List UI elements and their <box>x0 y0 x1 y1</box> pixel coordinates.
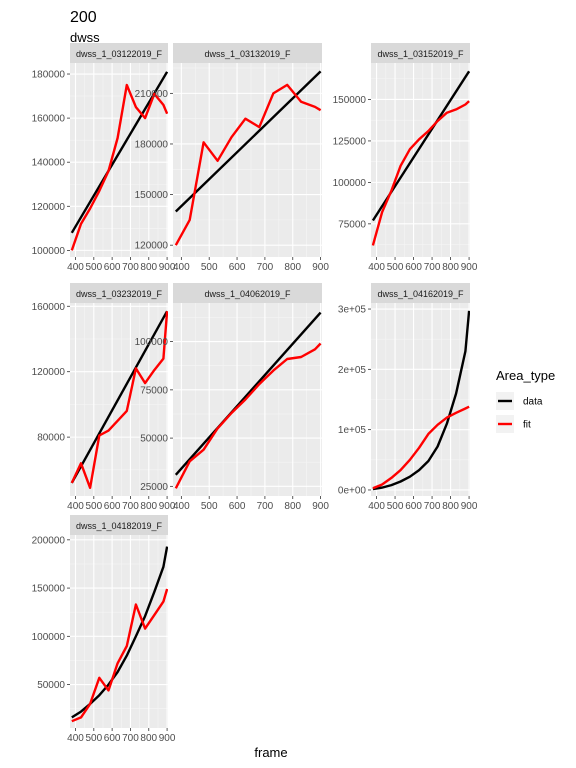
x-tick-label: 500 <box>201 501 218 512</box>
x-tick-label: 400 <box>368 262 385 273</box>
y-tick-label: 120000 <box>32 202 66 213</box>
x-tick-label: 600 <box>104 501 121 512</box>
x-tick-label: 600 <box>229 262 246 273</box>
x-tick-label: 700 <box>424 501 441 512</box>
y-tick-label: 100000 <box>135 337 169 348</box>
y-tick-label: 180000 <box>32 70 66 81</box>
y-tick-label: 150000 <box>135 190 169 201</box>
facet-panel: dwss_1_03122019_F 100000 120000 140000 16000… <box>32 43 176 273</box>
legend-title: Area_type <box>496 368 555 383</box>
y-tick-label: 0e+00 <box>338 485 367 496</box>
y-tick-label: 50000 <box>37 680 65 691</box>
x-tick-label: 400 <box>67 262 84 273</box>
x-tick-label: 400 <box>173 501 190 512</box>
x-tick-label: 500 <box>387 501 404 512</box>
y-tick-label: 150000 <box>32 584 66 595</box>
x-tick-label: 800 <box>442 262 459 273</box>
y-tick-label: 120000 <box>32 367 66 378</box>
facet-strip-label: dwss_1_04182019_F <box>76 521 163 531</box>
y-tick-label: 140000 <box>32 158 66 169</box>
y-tick-label: 3e+05 <box>338 305 367 316</box>
x-axis-title: frame <box>254 745 287 760</box>
facet-strip-label: dwss_1_04062019_F <box>204 289 291 299</box>
y-tick-label: 180000 <box>135 139 169 150</box>
x-tick-label: 500 <box>201 262 218 273</box>
legend-label: fit <box>523 420 531 431</box>
x-tick-label: 800 <box>140 733 157 744</box>
x-tick-label: 900 <box>312 501 329 512</box>
facet-panel: dwss_1_04182019_F 50000 100000 150000 200000… <box>32 515 176 744</box>
facet-strip-label: dwss_1_03122019_F <box>76 49 163 59</box>
y-tick-label: 210000 <box>135 89 169 100</box>
y-tick-label: 120000 <box>135 241 169 252</box>
y-tick-label: 150000 <box>333 95 367 106</box>
y-tick-label: 50000 <box>140 434 168 445</box>
x-tick-label: 600 <box>104 262 121 273</box>
y-tick-label: 100000 <box>32 632 66 643</box>
legend: Area_type data fit <box>496 368 555 433</box>
facet-panel: dwss_1_03152019_F 75000 100000 125000 150000… <box>333 43 478 273</box>
facet-panels: dwss_1_03122019_F 100000 120000 140000 16000… <box>32 43 478 744</box>
y-tick-label: 1e+05 <box>338 425 367 436</box>
x-tick-label: 900 <box>312 262 329 273</box>
x-tick-label: 800 <box>442 501 459 512</box>
x-tick-label: 700 <box>424 262 441 273</box>
x-tick-label: 700 <box>257 262 274 273</box>
y-tick-label: 100000 <box>32 246 66 257</box>
x-tick-label: 400 <box>173 262 190 273</box>
y-tick-label: 75000 <box>140 385 168 396</box>
x-tick-label: 500 <box>85 733 102 744</box>
y-tick-label: 125000 <box>333 136 367 147</box>
x-tick-label: 600 <box>229 501 246 512</box>
y-tick-label: 2e+05 <box>338 365 367 376</box>
y-tick-label: 80000 <box>37 433 65 444</box>
x-tick-label: 800 <box>140 262 157 273</box>
y-tick-label: 100000 <box>333 178 367 189</box>
chart-title: 200 <box>70 9 97 26</box>
x-tick-label: 900 <box>159 733 176 744</box>
x-tick-label: 400 <box>67 733 84 744</box>
x-tick-label: 900 <box>461 501 478 512</box>
x-tick-label: 600 <box>405 262 422 273</box>
y-tick-label: 25000 <box>140 482 168 493</box>
y-tick-label: 160000 <box>32 114 66 125</box>
x-tick-label: 800 <box>284 262 301 273</box>
chart-subtitle: dwss <box>70 30 100 45</box>
x-tick-label: 500 <box>387 262 404 273</box>
y-tick-label: 75000 <box>338 219 366 230</box>
legend-entries: data fit <box>496 392 543 433</box>
facet-strip-label: dwss_1_04162019_F <box>377 289 464 299</box>
facet-strip-label: dwss_1_03132019_F <box>204 49 291 59</box>
legend-label: data <box>523 397 543 408</box>
x-tick-label: 500 <box>85 262 102 273</box>
x-tick-label: 400 <box>67 501 84 512</box>
x-tick-label: 700 <box>257 501 274 512</box>
x-tick-label: 600 <box>405 501 422 512</box>
y-tick-label: 200000 <box>32 535 66 546</box>
x-tick-label: 900 <box>461 262 478 273</box>
x-tick-label: 700 <box>122 262 139 273</box>
x-tick-label: 400 <box>368 501 385 512</box>
x-tick-label: 600 <box>104 733 121 744</box>
x-tick-label: 800 <box>284 501 301 512</box>
x-tick-label: 700 <box>122 733 139 744</box>
x-tick-label: 800 <box>140 501 157 512</box>
x-tick-label: 500 <box>85 501 102 512</box>
y-tick-label: 160000 <box>32 302 66 313</box>
facet-strip-label: dwss_1_03232019_F <box>76 289 163 299</box>
facet-strip-label: dwss_1_03152019_F <box>377 49 464 59</box>
x-tick-label: 700 <box>122 501 139 512</box>
facet-panel: dwss_1_04162019_F 0e+00 1e+05 2e+05 3e+05 400… <box>338 283 478 512</box>
